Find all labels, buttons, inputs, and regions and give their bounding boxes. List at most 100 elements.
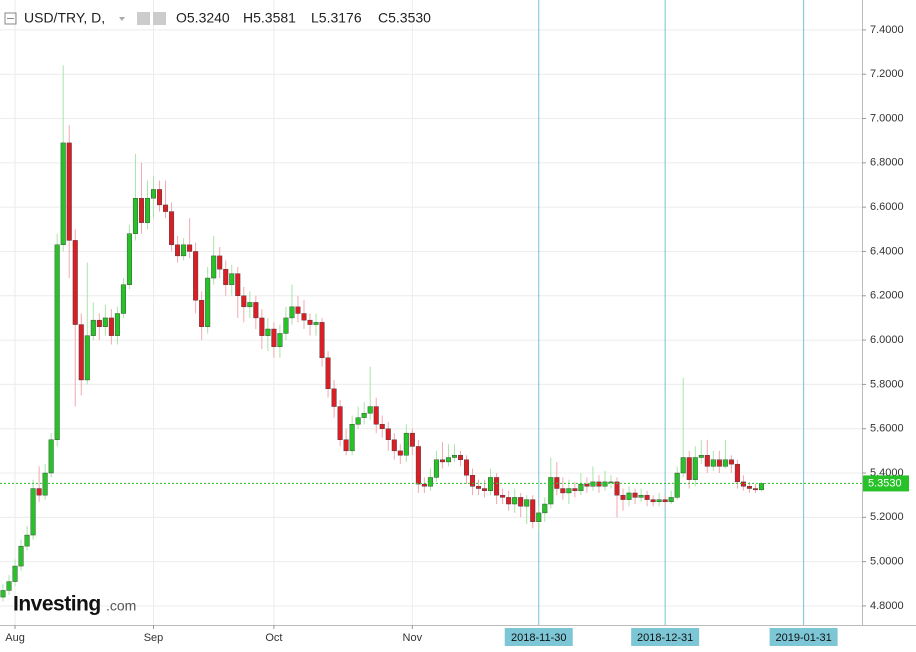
candle-body xyxy=(337,406,343,440)
candle-body xyxy=(217,255,223,270)
candle-body xyxy=(632,492,638,498)
dropdown-icon[interactable] xyxy=(119,17,125,21)
x-tick-label: Oct xyxy=(265,632,282,644)
candle-body xyxy=(445,457,451,463)
candle-body xyxy=(548,477,554,505)
candle-body xyxy=(716,459,722,467)
candle-body xyxy=(199,300,205,327)
ohlc-close: C5.3530 xyxy=(378,10,431,26)
candle-body xyxy=(157,189,163,206)
y-tick-label: 6.2000 xyxy=(870,290,904,302)
marker-label: 2019-01-31 xyxy=(775,632,831,644)
candle-body xyxy=(325,357,331,390)
candle-body xyxy=(367,406,373,414)
candle-body xyxy=(265,328,271,336)
candle-body xyxy=(66,142,72,241)
candle-body xyxy=(18,545,24,567)
candle-body xyxy=(373,406,379,425)
visibility-icon[interactable] xyxy=(137,12,150,25)
candle-body xyxy=(397,450,403,456)
candle-body xyxy=(734,463,740,483)
candle-body xyxy=(524,499,530,507)
y-tick-label: 6.0000 xyxy=(870,334,904,346)
candle-body xyxy=(457,455,463,460)
y-tick-label: 5.2000 xyxy=(870,511,904,523)
y-tick-label: 6.4000 xyxy=(870,245,904,257)
candle-body xyxy=(84,335,90,381)
candle-body xyxy=(361,412,367,418)
candle-body xyxy=(415,446,421,485)
candle-body xyxy=(602,481,608,487)
candle-body xyxy=(421,483,427,487)
candle-body xyxy=(126,233,132,285)
candle-body xyxy=(572,488,578,491)
candles xyxy=(0,65,862,602)
candle-body xyxy=(313,322,319,325)
candle-body xyxy=(187,244,193,252)
candle-body xyxy=(102,317,108,327)
candle-body xyxy=(138,198,144,223)
candle-body xyxy=(319,322,325,359)
candle-body xyxy=(512,497,518,505)
candle-body xyxy=(506,497,512,505)
candle-body xyxy=(596,481,602,487)
candle-body xyxy=(391,439,397,452)
y-tick-label: 5.8000 xyxy=(870,378,904,390)
candle-body xyxy=(500,494,506,498)
candle-body xyxy=(620,494,626,500)
candle-body xyxy=(464,459,470,476)
candle-body xyxy=(385,428,391,440)
candle-body xyxy=(542,503,548,514)
candle-body xyxy=(30,488,36,536)
ohlc-open: O5.3240 xyxy=(176,10,230,26)
ohlc-low: L5.3176 xyxy=(311,10,362,26)
candle-body xyxy=(560,488,566,494)
candle-body xyxy=(584,483,590,487)
candle-body xyxy=(427,477,433,487)
candle-body xyxy=(518,497,524,507)
candle-body xyxy=(650,499,656,503)
marker-label-bg xyxy=(504,628,573,646)
y-tick-label: 7.4000 xyxy=(870,24,904,36)
candle-body xyxy=(235,273,241,296)
candle-body xyxy=(295,306,301,314)
marker-label-bg xyxy=(631,628,700,646)
candle-body xyxy=(698,455,704,458)
candle-body xyxy=(253,302,259,319)
candle-body xyxy=(108,317,114,336)
candle-body xyxy=(692,457,698,480)
candle-body xyxy=(301,313,307,321)
candle-body xyxy=(331,388,337,407)
candle-body xyxy=(728,459,734,465)
marker-label: 2018-12-31 xyxy=(637,632,693,644)
y-tick-label: 7.2000 xyxy=(870,68,904,80)
settings-icon[interactable] xyxy=(153,12,166,25)
candle-body xyxy=(746,486,752,489)
candle-body xyxy=(379,424,385,429)
candle-body xyxy=(439,459,445,463)
candle-body xyxy=(42,472,48,496)
candle-body xyxy=(530,499,536,522)
candle-body xyxy=(608,481,614,484)
candle-body xyxy=(181,244,187,257)
candle-body xyxy=(578,483,584,491)
candle-body xyxy=(482,488,488,491)
candle-body xyxy=(355,417,361,425)
candle-body xyxy=(710,459,716,467)
collapse-icon[interactable] xyxy=(4,12,17,25)
candle-body xyxy=(223,268,229,285)
candle-body xyxy=(644,494,650,500)
candle-body xyxy=(488,477,494,491)
candle-body xyxy=(752,488,758,491)
candle-body xyxy=(662,499,668,503)
candle-body xyxy=(758,483,764,491)
candle-body xyxy=(72,240,78,325)
candle-body xyxy=(90,319,96,336)
candle-body xyxy=(686,457,692,480)
candle-body xyxy=(668,497,674,503)
candle-body xyxy=(451,455,457,458)
candle-body xyxy=(740,481,746,487)
x-tick-label: Sep xyxy=(144,632,164,644)
